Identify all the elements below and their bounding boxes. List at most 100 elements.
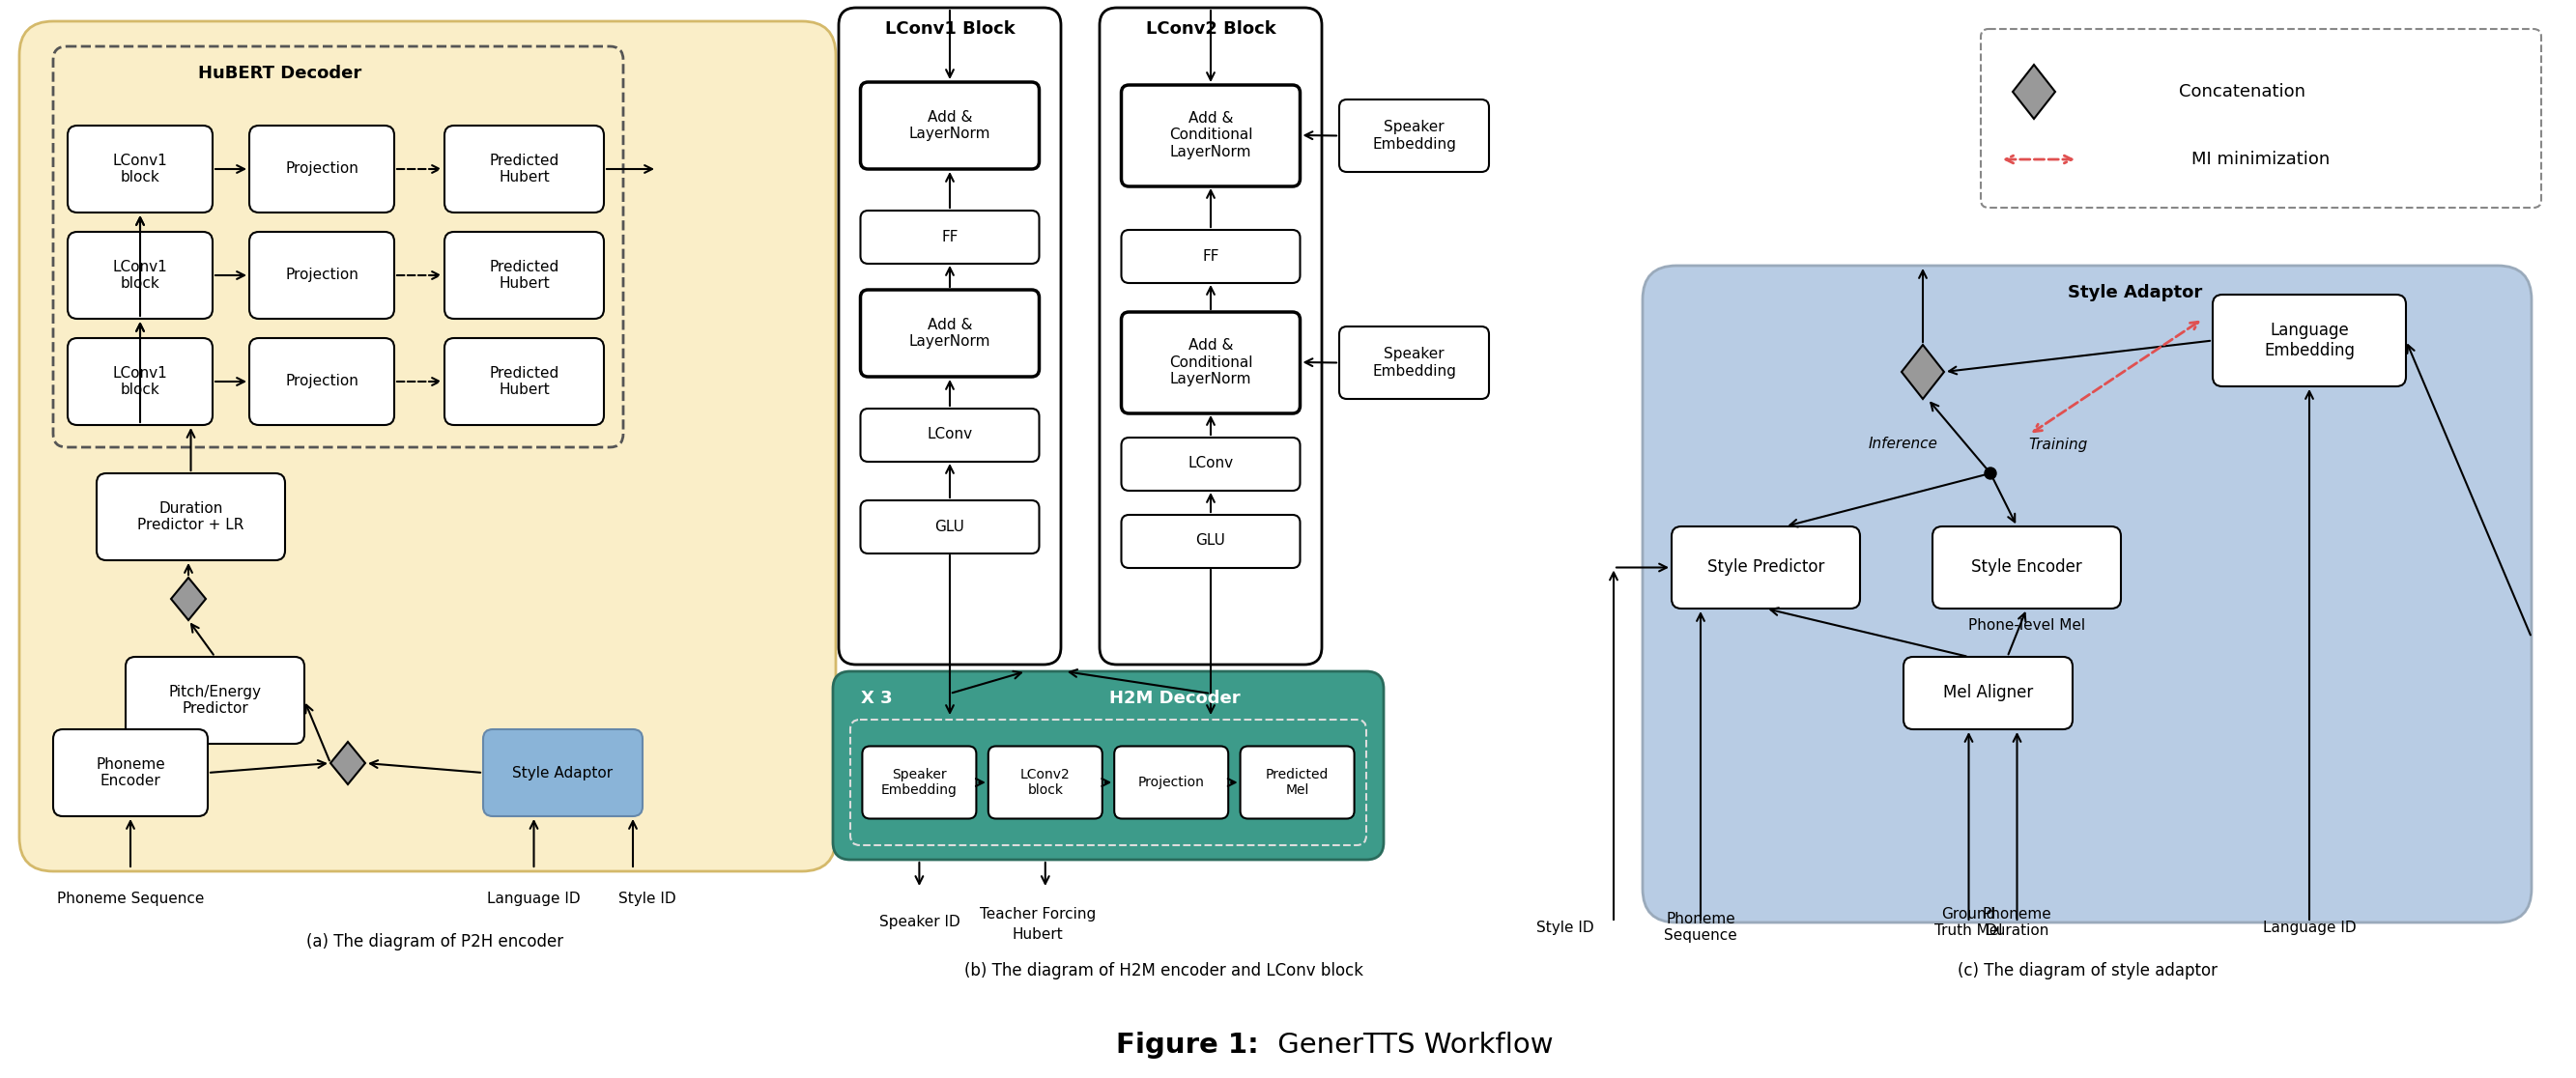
Circle shape: [1984, 468, 1996, 479]
Polygon shape: [1901, 345, 1945, 399]
Text: LConv2 Block: LConv2 Block: [1146, 20, 1275, 38]
Text: GenerTTS Workflow: GenerTTS Workflow: [1267, 1032, 1553, 1059]
Text: (b) The diagram of H2M encoder and LConv block: (b) The diagram of H2M encoder and LConv…: [963, 962, 1363, 980]
Text: (a) The diagram of P2H encoder: (a) The diagram of P2H encoder: [307, 934, 564, 951]
FancyBboxPatch shape: [21, 22, 835, 871]
FancyBboxPatch shape: [250, 232, 394, 319]
FancyBboxPatch shape: [98, 473, 286, 561]
FancyBboxPatch shape: [2213, 294, 2406, 386]
FancyBboxPatch shape: [1121, 438, 1301, 490]
Text: Add &
Conditional
LayerNorm: Add & Conditional LayerNorm: [1170, 111, 1252, 160]
Text: Pitch/Energy
Predictor: Pitch/Energy Predictor: [167, 685, 260, 716]
Text: Mel Aligner: Mel Aligner: [1942, 685, 2032, 702]
Text: Predicted
Hubert: Predicted Hubert: [489, 153, 559, 184]
Text: LConv1
block: LConv1 block: [113, 365, 167, 397]
FancyBboxPatch shape: [446, 338, 603, 425]
Text: Projection: Projection: [286, 374, 358, 389]
Text: LConv: LConv: [927, 428, 974, 442]
FancyBboxPatch shape: [860, 500, 1038, 553]
Text: Language
Embedding: Language Embedding: [2264, 321, 2354, 359]
Text: Concatenation: Concatenation: [2179, 83, 2306, 100]
Text: Language ID: Language ID: [487, 892, 580, 906]
Text: LConv1
block: LConv1 block: [113, 153, 167, 184]
Text: Phoneme
Sequence: Phoneme Sequence: [1664, 912, 1736, 943]
Polygon shape: [170, 578, 206, 620]
FancyBboxPatch shape: [860, 82, 1038, 169]
Text: Add &
LayerNorm: Add & LayerNorm: [909, 318, 992, 349]
Text: Phoneme Sequence: Phoneme Sequence: [57, 892, 204, 906]
FancyBboxPatch shape: [446, 125, 603, 212]
Text: Style Adaptor: Style Adaptor: [513, 765, 613, 780]
Text: Speaker
Embedding: Speaker Embedding: [1373, 120, 1455, 151]
Text: GLU: GLU: [1195, 534, 1226, 549]
FancyBboxPatch shape: [67, 232, 214, 319]
Text: LConv1 Block: LConv1 Block: [884, 20, 1015, 38]
Text: Style ID: Style ID: [1535, 920, 1595, 935]
FancyBboxPatch shape: [250, 125, 394, 212]
Text: H2M Decoder: H2M Decoder: [1108, 690, 1239, 707]
FancyBboxPatch shape: [860, 409, 1038, 461]
FancyBboxPatch shape: [1904, 657, 2074, 730]
Text: Phoneme
Encoder: Phoneme Encoder: [95, 757, 165, 788]
FancyBboxPatch shape: [1121, 312, 1301, 414]
Text: Add &
Conditional
LayerNorm: Add & Conditional LayerNorm: [1170, 338, 1252, 386]
FancyBboxPatch shape: [446, 232, 603, 319]
Text: Style Adaptor: Style Adaptor: [2069, 284, 2202, 302]
FancyBboxPatch shape: [989, 746, 1103, 818]
FancyBboxPatch shape: [863, 746, 976, 818]
Text: Ground
Truth Mel: Ground Truth Mel: [1935, 907, 2002, 938]
Text: Predicted
Mel: Predicted Mel: [1265, 768, 1329, 797]
Text: MI minimization: MI minimization: [2192, 151, 2331, 168]
Text: Inference: Inference: [1868, 437, 1937, 452]
Text: Teacher Forcing: Teacher Forcing: [979, 908, 1095, 922]
Text: Speaker
Embedding: Speaker Embedding: [881, 768, 958, 797]
Text: FF: FF: [940, 230, 958, 244]
FancyBboxPatch shape: [860, 290, 1038, 376]
Text: X 3: X 3: [860, 690, 891, 707]
FancyBboxPatch shape: [484, 730, 641, 816]
Text: Training: Training: [2027, 437, 2087, 452]
Text: Hubert: Hubert: [1012, 927, 1064, 941]
FancyBboxPatch shape: [1340, 99, 1489, 171]
Polygon shape: [2012, 65, 2056, 119]
Text: Figure 1:: Figure 1:: [1115, 1032, 1260, 1059]
Text: Language ID: Language ID: [2262, 920, 2357, 935]
Text: Phone-level Mel: Phone-level Mel: [1968, 619, 2084, 633]
FancyBboxPatch shape: [54, 730, 209, 816]
FancyBboxPatch shape: [1115, 746, 1229, 818]
Polygon shape: [330, 742, 366, 785]
Text: Projection: Projection: [286, 268, 358, 282]
Text: (c) The diagram of style adaptor: (c) The diagram of style adaptor: [1958, 962, 2218, 980]
Text: Speaker ID: Speaker ID: [878, 915, 961, 929]
FancyBboxPatch shape: [1672, 526, 1860, 609]
FancyBboxPatch shape: [1932, 526, 2120, 609]
FancyBboxPatch shape: [860, 210, 1038, 264]
Text: Predicted
Hubert: Predicted Hubert: [489, 260, 559, 291]
FancyBboxPatch shape: [1121, 85, 1301, 186]
Text: Projection: Projection: [1139, 776, 1206, 789]
FancyBboxPatch shape: [1643, 265, 2532, 923]
Text: Predicted
Hubert: Predicted Hubert: [489, 365, 559, 397]
Text: LConv2
block: LConv2 block: [1020, 768, 1069, 797]
FancyBboxPatch shape: [1239, 746, 1355, 818]
Text: GLU: GLU: [935, 520, 966, 534]
FancyBboxPatch shape: [1121, 230, 1301, 284]
Text: LConv1
block: LConv1 block: [113, 260, 167, 291]
FancyBboxPatch shape: [67, 338, 214, 425]
Text: Add &
LayerNorm: Add & LayerNorm: [909, 110, 992, 141]
Text: Duration
Predictor + LR: Duration Predictor + LR: [137, 501, 245, 533]
Text: Style Predictor: Style Predictor: [1708, 558, 1824, 576]
Text: Style ID: Style ID: [618, 892, 675, 906]
FancyBboxPatch shape: [67, 125, 214, 212]
Text: Phoneme
Duration: Phoneme Duration: [1984, 907, 2050, 938]
FancyBboxPatch shape: [250, 338, 394, 425]
FancyBboxPatch shape: [832, 672, 1383, 859]
Text: Projection: Projection: [286, 162, 358, 177]
Text: LConv: LConv: [1188, 456, 1234, 471]
Text: Style Encoder: Style Encoder: [1971, 558, 2081, 576]
FancyBboxPatch shape: [126, 657, 304, 744]
FancyBboxPatch shape: [1121, 515, 1301, 568]
Text: FF: FF: [1203, 249, 1218, 263]
FancyBboxPatch shape: [1340, 327, 1489, 399]
Text: Speaker
Embedding: Speaker Embedding: [1373, 347, 1455, 378]
